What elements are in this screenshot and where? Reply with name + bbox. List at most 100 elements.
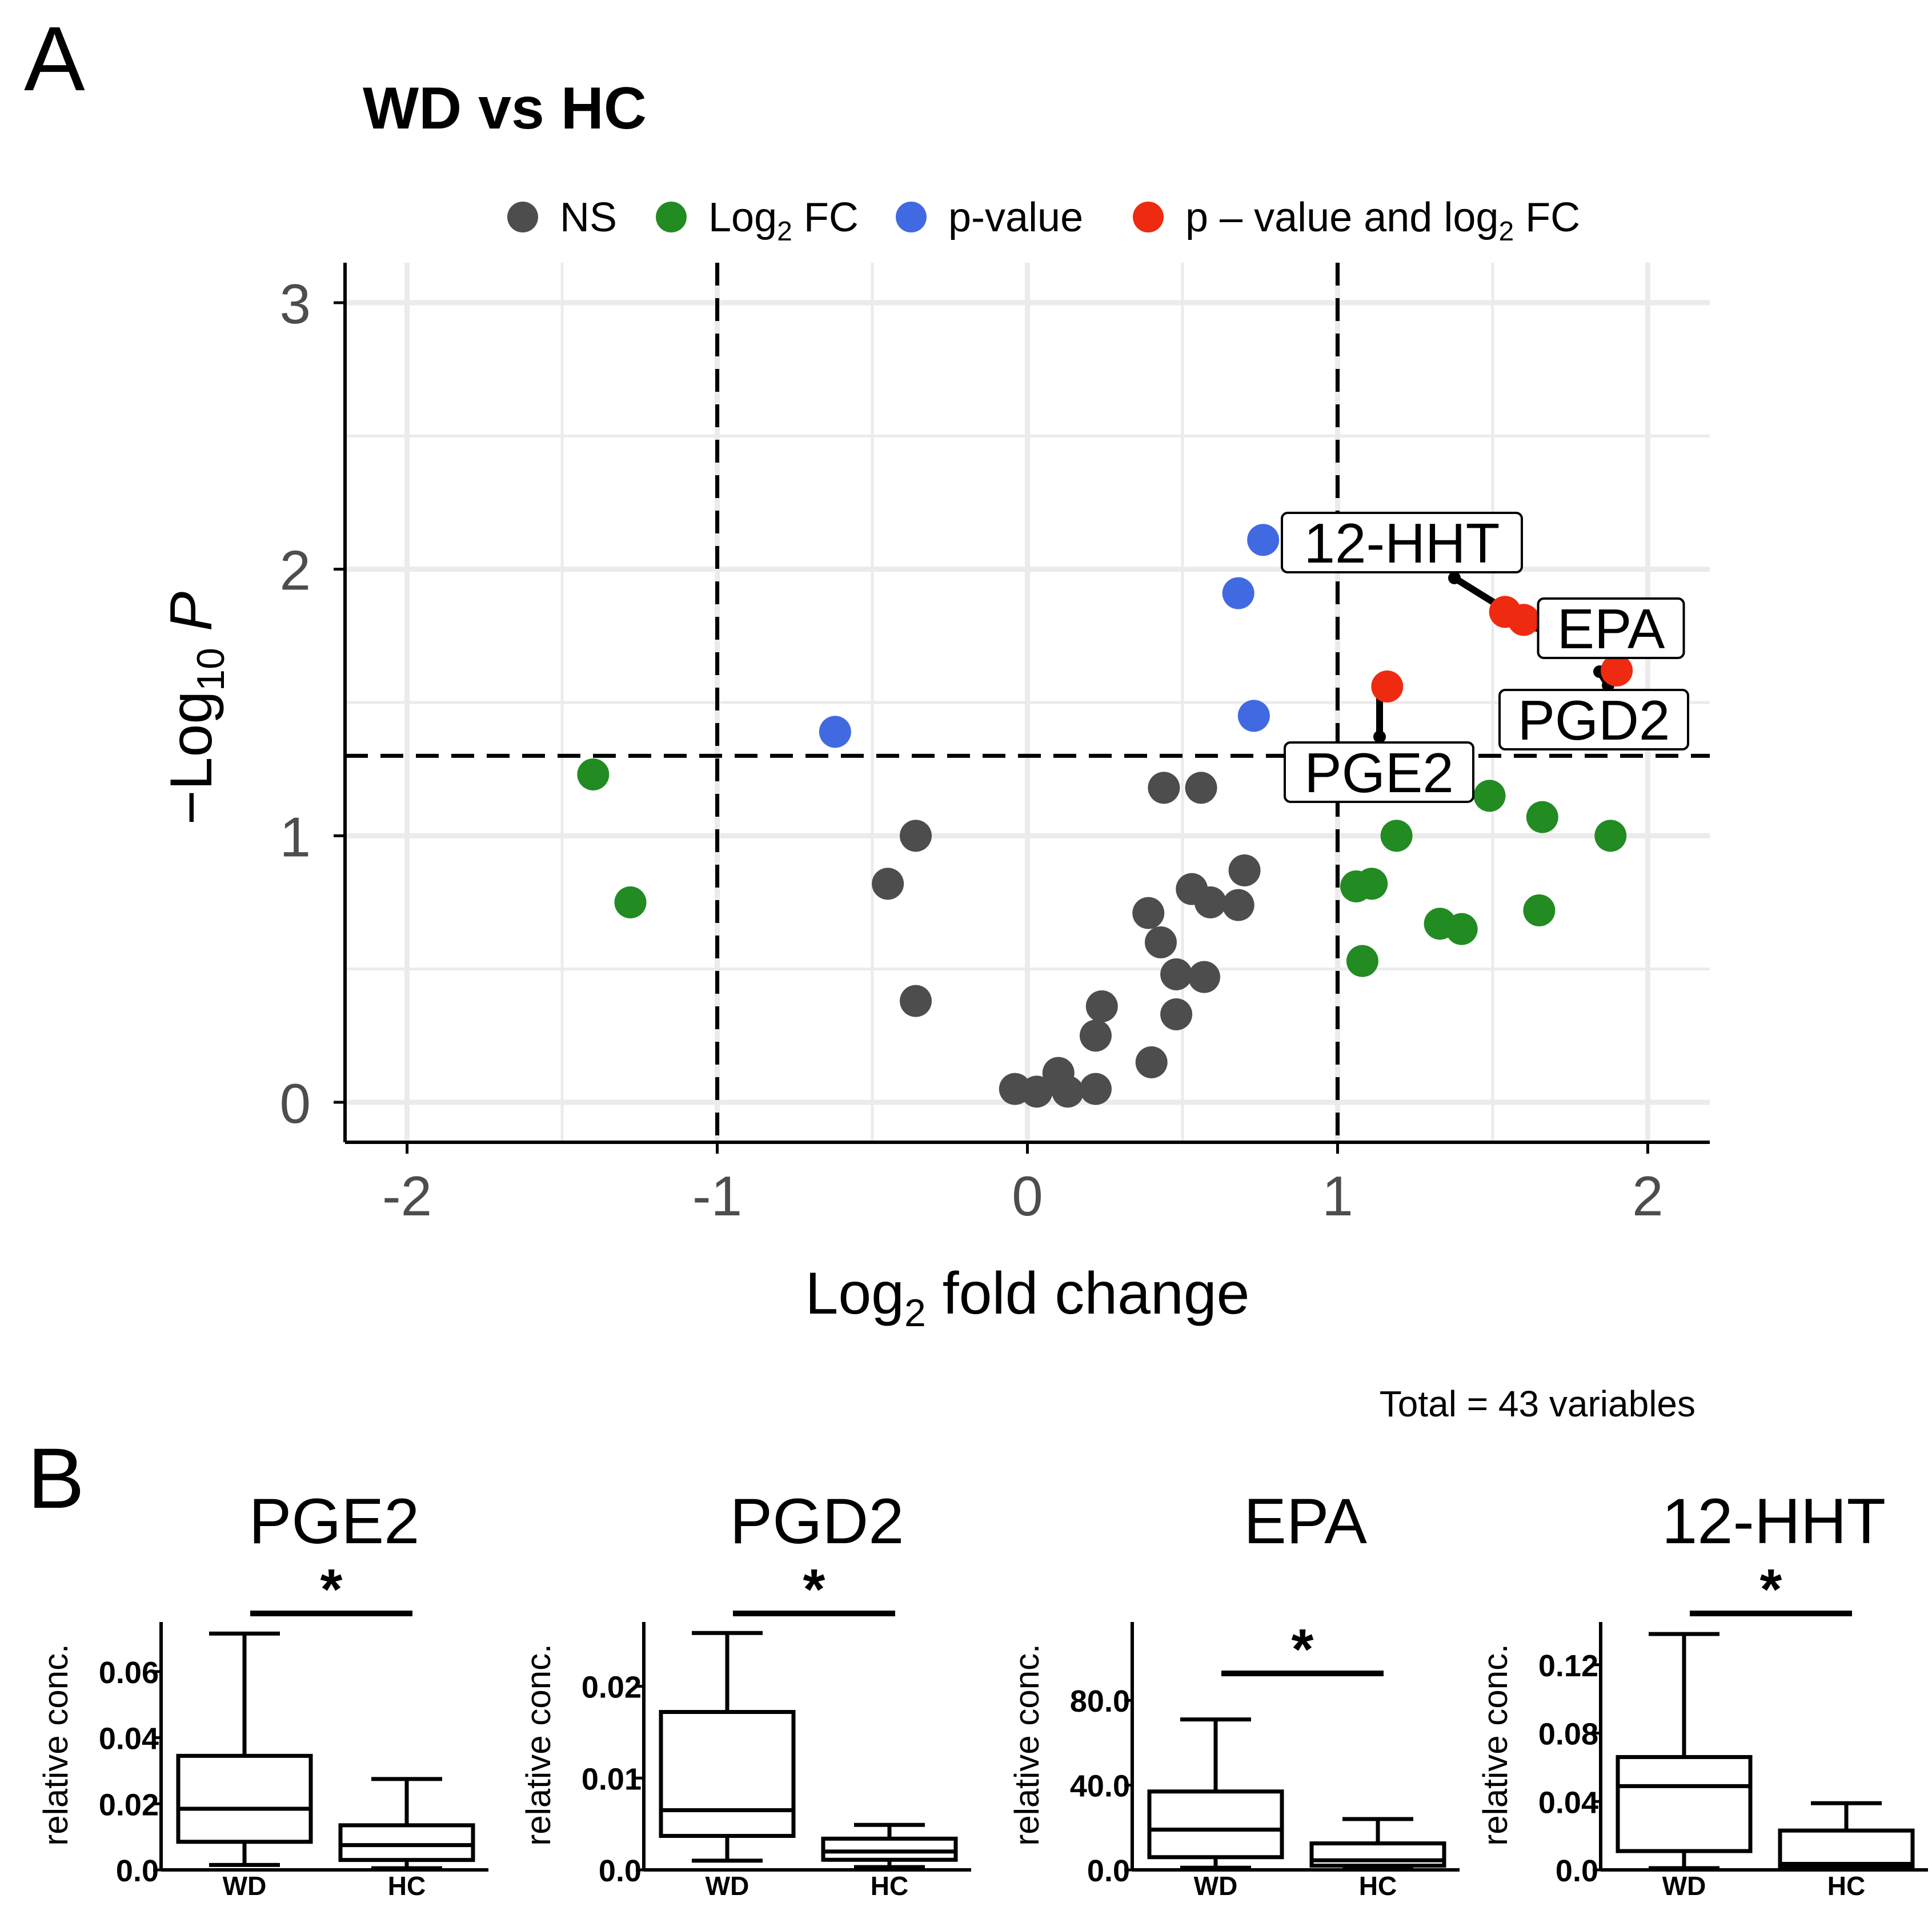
point-pvalue (1222, 577, 1254, 609)
boxplot-category-label: WD (706, 1871, 749, 1901)
boxplot-y-axis-title: relative conc. (1476, 1644, 1514, 1846)
y-tick-label: 1 (279, 805, 311, 868)
point-log2fc (614, 886, 647, 918)
point-label: EPA (1557, 597, 1665, 660)
box-iqr (176, 1753, 313, 1844)
boxplot-y-axis-title: relative conc. (519, 1644, 558, 1846)
legend-swatch-log2fc (656, 202, 687, 232)
boxplot-pge2: PGE2* 0.0 0.02 0.04 0.06 relative conc. WD HC (37, 1486, 488, 1901)
point-pvalue (1237, 700, 1270, 732)
x-tick-label: 0 (1012, 1165, 1043, 1227)
panel-b-letter: B (27, 1430, 85, 1526)
point-label: 12-HHT (1304, 512, 1500, 575)
point-ns (1135, 1046, 1168, 1078)
x-tick-label: 1 (1322, 1165, 1353, 1227)
boxplot-category-label: WD (1194, 1871, 1238, 1901)
boxplot-y-tick-label: 0.0 (599, 1854, 642, 1888)
point-ns (1194, 886, 1226, 918)
legend-swatch-ns (507, 202, 538, 232)
point-log2fc (1594, 820, 1627, 852)
x-tick-label: 2 (1632, 1165, 1664, 1227)
boxplot-12-hht: 12-HHT* 0.0 0.04 0.08 0.12 relative conc. WD HC (1476, 1486, 1928, 1901)
point-log2fc (1445, 913, 1478, 945)
point-log2fc (1526, 801, 1558, 833)
volcano-title: WD vs HC (363, 75, 647, 142)
boxplot-y-tick-label: 40.0 (1070, 1769, 1130, 1804)
point-ns (1144, 926, 1177, 958)
box-iqr (1147, 1789, 1284, 1860)
volcano-plot: -2 -1 0 1 2 0 1 2 3 Log2 fold change −Log10 P NS Log… (158, 195, 1710, 1335)
point-log2fc (1346, 945, 1378, 977)
point-log2fc (1380, 820, 1413, 852)
point-ns (1188, 961, 1220, 993)
legend-label-both: p – value and log2 FC (1185, 195, 1580, 247)
boxplot-y-axis-title: relative conc. (1008, 1644, 1046, 1846)
significance-star: * (1292, 1617, 1314, 1681)
point-ns (872, 868, 904, 900)
boxplot-y-tick-label: 0.06 (99, 1656, 159, 1690)
boxplot-y-tick-label: 0.02 (99, 1788, 159, 1822)
point-label: PGE2 (1304, 741, 1453, 804)
point-label: PGD2 (1518, 689, 1670, 752)
point-pvalue (1247, 524, 1280, 556)
point-ns (1148, 772, 1180, 804)
boxplot-y-axis-title: relative conc. (37, 1644, 75, 1846)
significance-star: * (320, 1557, 343, 1621)
box-iqr (659, 1710, 796, 1838)
point-ns (1079, 1019, 1112, 1052)
boxplot-title: EPA (1244, 1486, 1367, 1557)
point-label-box (1284, 741, 1474, 803)
boxplot-title: PGD2 (730, 1486, 904, 1557)
significance-star: * (803, 1557, 825, 1621)
y-tick-label: 3 (279, 272, 311, 335)
boxplot-y-tick-label: 0.0 (1087, 1854, 1130, 1888)
legend-label-ns: NS (560, 195, 617, 240)
box-iqr (1616, 1755, 1753, 1853)
boxplot-y-tick-label: 0.0 (1556, 1854, 1598, 1888)
legend-swatch-pvalue (896, 202, 927, 232)
boxplot-y-tick-label: 0.02 (582, 1671, 642, 1705)
boxplot-pgd2: PGD2* 0.0 0.01 0.02 relative conc. WD HC (519, 1486, 971, 1901)
point-ns (1160, 958, 1193, 990)
boxplot-y-tick-label: 0.12 (1538, 1649, 1598, 1683)
x-tick-label: -2 (382, 1165, 432, 1227)
boxplot-category-label: HC (871, 1871, 908, 1901)
point-both (1601, 655, 1633, 686)
label-connector-end (1448, 572, 1461, 584)
panel-a-letter: A (24, 7, 85, 110)
y-tick-label: 0 (279, 1072, 311, 1135)
point-ns (900, 985, 932, 1017)
x-tick-label: -1 (692, 1165, 742, 1227)
point-both (1508, 604, 1540, 636)
point-label-box (1498, 689, 1689, 750)
boxplot-category-label: WD (1662, 1871, 1706, 1901)
point-log2fc (1523, 894, 1556, 926)
boxplot-category-label: HC (1359, 1871, 1397, 1901)
legend-label-log2fc: Log2 FC (708, 195, 859, 247)
point-ns (900, 820, 932, 852)
y-axis-title: −Log10 P (158, 592, 233, 825)
boxplot-title: 12-HHT (1662, 1486, 1886, 1557)
total-variables-note: Total = 43 variables (1380, 1383, 1695, 1424)
box-iqr (1309, 1841, 1446, 1868)
boxplot-y-tick-label: 0.08 (1538, 1717, 1598, 1752)
boxplot-title: PGE2 (249, 1486, 420, 1557)
significance-star: * (1760, 1557, 1782, 1621)
point-ns (1132, 897, 1165, 929)
box-iqr (821, 1836, 958, 1862)
box-iqr (338, 1823, 475, 1862)
legend-label-pvalue: p-value (948, 195, 1083, 240)
point-log2fc (1356, 868, 1388, 900)
boxplot-y-tick-label: 0.0 (116, 1854, 159, 1888)
y-tick-label: 2 (279, 539, 311, 602)
boxplot-category-label: WD (223, 1871, 267, 1901)
point-log2fc (577, 758, 610, 790)
point-ns (1222, 889, 1254, 921)
boxplot-y-tick-label: 80.0 (1070, 1684, 1130, 1719)
point-both (1371, 671, 1404, 702)
boxplot-category-label: HC (388, 1871, 426, 1901)
point-ns (1160, 998, 1193, 1030)
legend-swatch-both (1133, 202, 1164, 232)
